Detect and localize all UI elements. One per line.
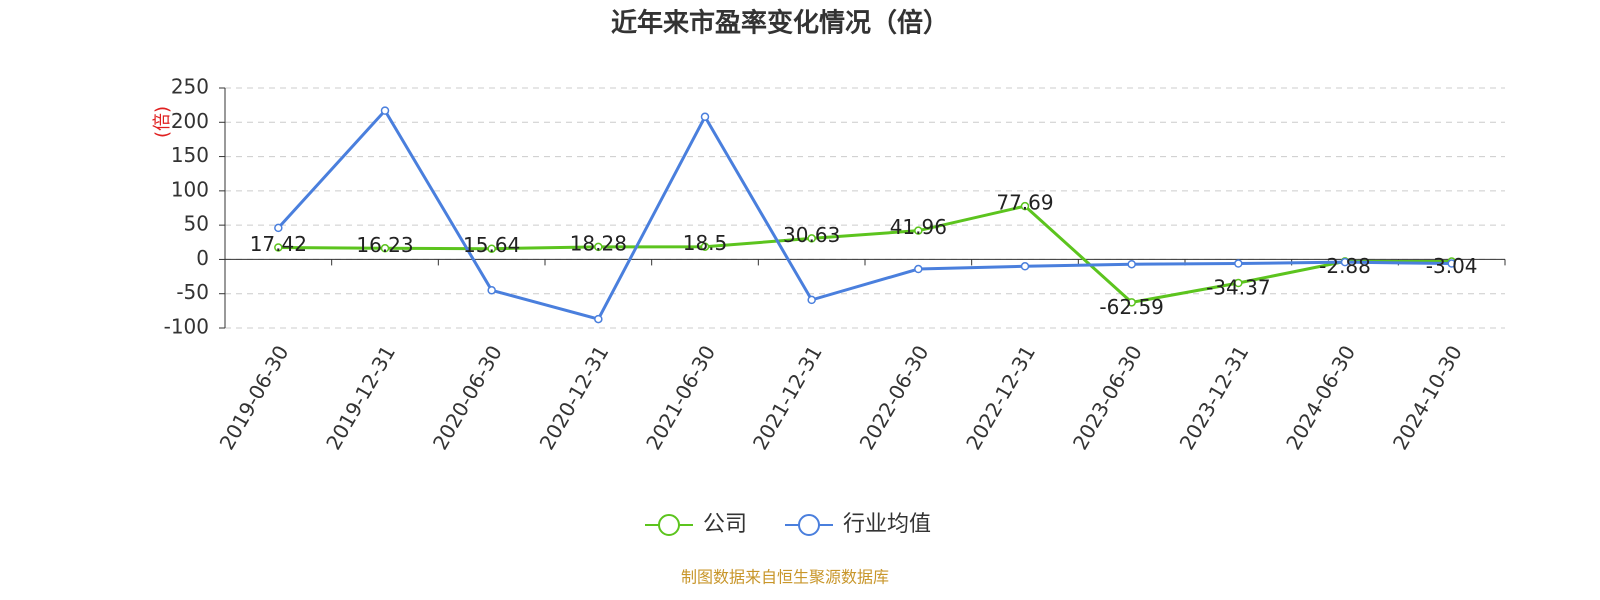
data-label: -34.37 xyxy=(1206,275,1270,299)
data-label: 41.96 xyxy=(890,215,947,239)
data-label: 16.23 xyxy=(356,233,413,257)
x-tick-label: 2023-06-30 xyxy=(1068,341,1147,454)
data-point xyxy=(700,112,710,122)
x-tick-label: 2020-12-31 xyxy=(535,341,614,454)
x-tick-label: 2022-06-30 xyxy=(855,341,934,454)
chart-title: 近年来市盈率变化情况（倍） xyxy=(611,8,949,39)
x-tick-label: 2019-06-30 xyxy=(215,341,294,454)
x-tick-label: 2021-06-30 xyxy=(641,341,720,454)
legend-marker xyxy=(798,514,820,536)
data-label: -2.88 xyxy=(1319,254,1371,278)
data-point xyxy=(594,242,603,252)
y-tick-label: 200 xyxy=(171,109,209,133)
data-point xyxy=(1127,298,1136,307)
x-tick-label: 2020-06-30 xyxy=(428,341,507,454)
data-label: 77.69 xyxy=(996,191,1053,215)
data-point xyxy=(914,264,923,274)
data-point xyxy=(700,242,710,251)
data-point xyxy=(807,295,816,305)
data-point xyxy=(914,226,923,235)
y-axis-label: (倍) xyxy=(152,106,173,138)
data-point xyxy=(807,234,816,243)
x-tick-label: 2019-12-31 xyxy=(321,341,400,454)
data-point xyxy=(1020,201,1030,211)
data-label: 30.63 xyxy=(783,223,840,247)
data-label: 17.42 xyxy=(250,232,307,256)
series-line xyxy=(278,204,1452,304)
data-label: -62.59 xyxy=(1099,295,1163,319)
legend-label: 行业均值 xyxy=(843,512,931,537)
data-label: -3.04 xyxy=(1426,254,1478,278)
data-label: 18.5 xyxy=(683,231,728,255)
data-point xyxy=(1127,259,1136,269)
y-tick-label: 100 xyxy=(171,177,209,201)
data-point xyxy=(487,286,496,295)
y-tick-label: 250 xyxy=(171,75,209,99)
data-point xyxy=(274,243,283,252)
data-point xyxy=(380,244,390,253)
data-point xyxy=(274,223,283,233)
data-point xyxy=(1234,259,1243,268)
series-line xyxy=(277,108,1452,321)
x-tick-label: 2024-10-30 xyxy=(1388,341,1467,454)
data-point xyxy=(487,244,496,253)
data-point xyxy=(1020,262,1030,271)
y-tick-label: -50 xyxy=(176,280,209,304)
x-tick-label: 2021-12-31 xyxy=(748,341,827,454)
x-tick-label: 2023-12-31 xyxy=(1175,341,1254,454)
y-tick-label: 150 xyxy=(171,143,209,167)
data-point xyxy=(1447,259,1456,268)
x-tick-label: 2024-06-30 xyxy=(1281,341,1360,454)
data-label: 18.28 xyxy=(570,231,627,255)
legend-marker xyxy=(658,514,680,536)
y-tick-label: 50 xyxy=(184,212,209,236)
data-point xyxy=(1340,257,1350,267)
source-note: 制图数据来自恒生聚源数据库 xyxy=(681,568,889,587)
y-tick-label: 0 xyxy=(196,246,209,270)
data-point xyxy=(594,314,603,324)
x-tick-label: 2022-12-31 xyxy=(961,341,1040,454)
data-point xyxy=(380,106,390,115)
legend-label: 公司 xyxy=(703,512,747,537)
y-tick-label: -100 xyxy=(164,315,209,339)
data-label: 15.64 xyxy=(463,233,520,257)
data-point xyxy=(1234,278,1243,288)
